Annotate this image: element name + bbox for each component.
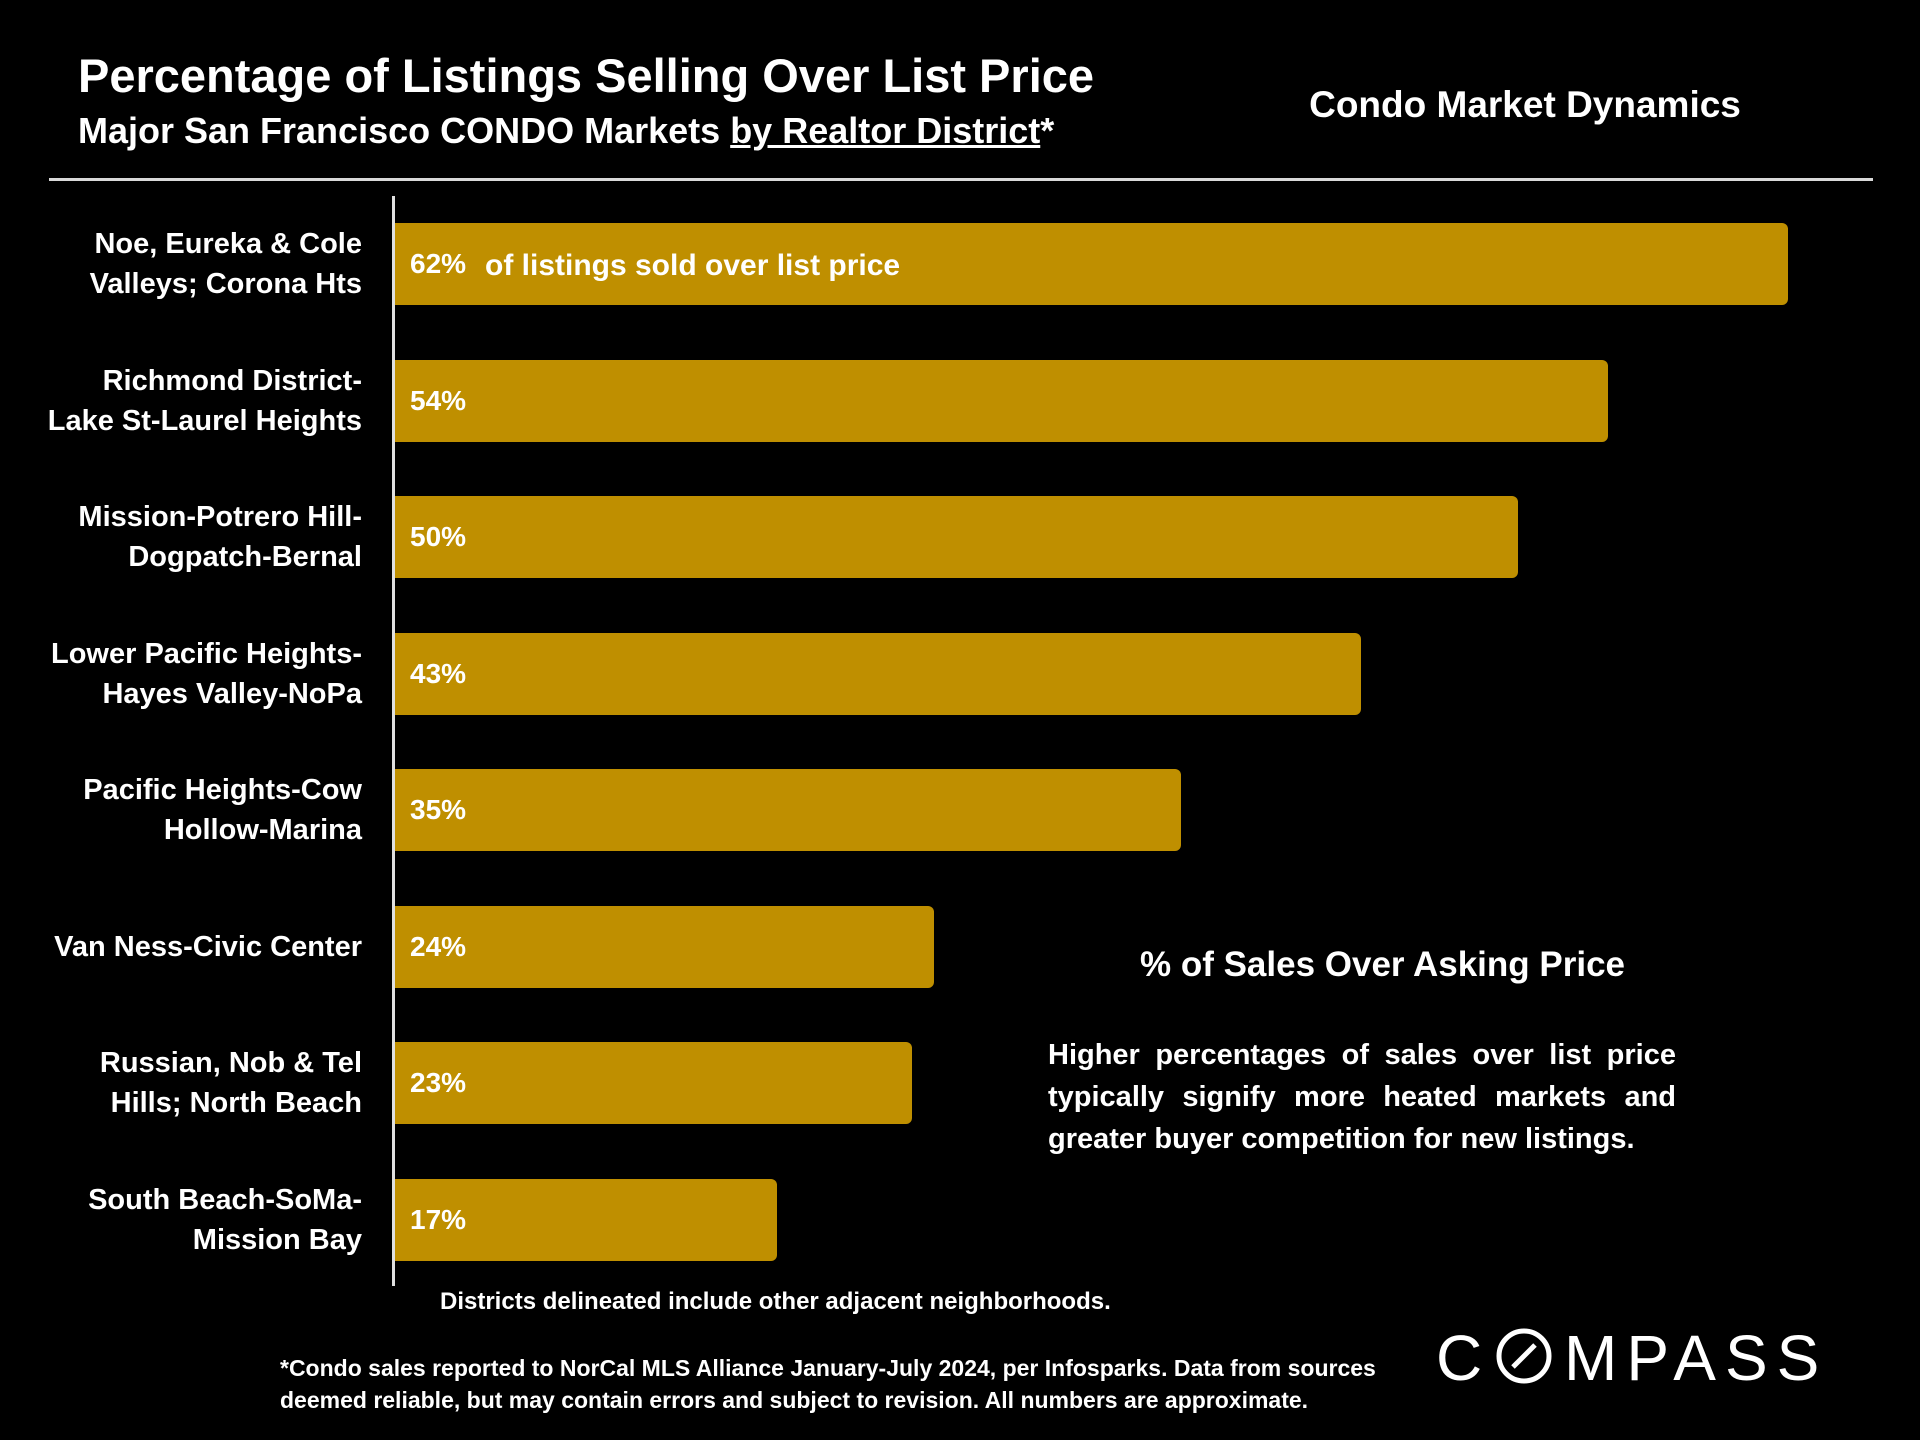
svg-text:C: C	[1436, 1322, 1491, 1392]
category-label-line: Noe, Eureka & Cole	[94, 228, 362, 260]
category-label-7: South Beach-SoMa- Mission Bay	[20, 1180, 362, 1260]
header-divider	[49, 178, 1873, 181]
value-label-0: 62%	[410, 248, 467, 279]
bar-2	[395, 496, 1518, 578]
bar-7	[395, 1178, 777, 1261]
category-label-6: Russian, Nob & Tel Hills; North Beach	[20, 1043, 362, 1123]
bar-3	[395, 632, 1361, 715]
value-label-1: 54%	[410, 384, 467, 416]
category-label-line: Hollow-Marina	[163, 814, 362, 846]
subtitle-underlined: by Realtor District	[730, 110, 1041, 151]
value-label-3: 43%	[410, 657, 467, 689]
category-label-line: Russian, Nob & Tel	[99, 1047, 362, 1079]
category-label-line: South Beach-SoMa-	[88, 1183, 362, 1216]
category-label-3: Lower Pacific Heights- Hayes Valley-NoPa	[20, 634, 362, 714]
legend-title: % of Sales Over Asking Price	[1139, 945, 1626, 984]
category-label-line: Van Ness-Civic Center	[54, 930, 362, 963]
compass-logo-mark: C MPASS	[1436, 1322, 1828, 1394]
category-label-line: Dogpatch-Bernal	[128, 541, 362, 573]
category-label-line: Mission Bay	[192, 1223, 362, 1256]
section-heading: Condo Market Dynamics	[1309, 84, 1741, 125]
bar-annotation: of listings sold over list price	[485, 249, 901, 282]
bar-5	[395, 905, 934, 988]
category-label-5: Van Ness-Civic Center	[20, 927, 362, 967]
subtitle-main: Major San Francisco CONDO Markets	[78, 110, 731, 151]
value-label-2: 50%	[410, 521, 467, 552]
bar-4	[395, 769, 1181, 851]
category-label-2: Mission-Potrero Hill- Dogpatch-Bernal	[20, 497, 362, 577]
category-label-line: Pacific Heights-Cow	[83, 774, 362, 806]
category-label-line: Lake St-Laurel Heights	[47, 404, 362, 437]
category-label-line: Lower Pacific Heights-	[50, 637, 362, 670]
bar-1	[395, 359, 1608, 442]
category-label-line: Hills; North Beach	[110, 1087, 362, 1119]
compass-logo: C MPASS	[1436, 1322, 1856, 1407]
chart-title: Percentage of Listings Selling Over List…	[78, 49, 1095, 102]
chart-subtitle: Major San Francisco CONDO Markets by Rea…	[78, 110, 1054, 152]
y-axis-line	[392, 196, 395, 1286]
value-label-5: 24%	[410, 930, 467, 962]
value-label-7: 17%	[410, 1203, 467, 1235]
category-label-line: Valleys; Corona Hts	[89, 268, 362, 300]
category-label-line: Mission-Potrero Hill-	[78, 501, 362, 533]
category-label-line: Richmond District-	[102, 364, 362, 397]
value-label-6: 23%	[410, 1067, 467, 1098]
footnote: *Condo sales reported to NorCal MLS Alli…	[280, 1355, 1376, 1413]
bar-6	[395, 1042, 912, 1124]
subtitle-asterisk: *	[1040, 110, 1055, 151]
category-label-line: Hayes Valley-NoPa	[102, 677, 362, 710]
category-label-0: Noe, Eureka & Cole Valleys; Corona Hts	[20, 224, 362, 304]
category-label-4: Pacific Heights-Cow Hollow-Marina	[20, 770, 362, 850]
bar-0	[395, 223, 1788, 305]
value-label-4: 35%	[410, 794, 467, 825]
svg-text:MPASS: MPASS	[1564, 1322, 1828, 1392]
category-label-1: Richmond District- Lake St-Laurel Heights	[20, 361, 362, 441]
legend-note: Higher percentages of sales over list pr…	[1048, 1039, 1676, 1155]
districts-note: Districts delineated include other adjac…	[440, 1288, 1111, 1315]
